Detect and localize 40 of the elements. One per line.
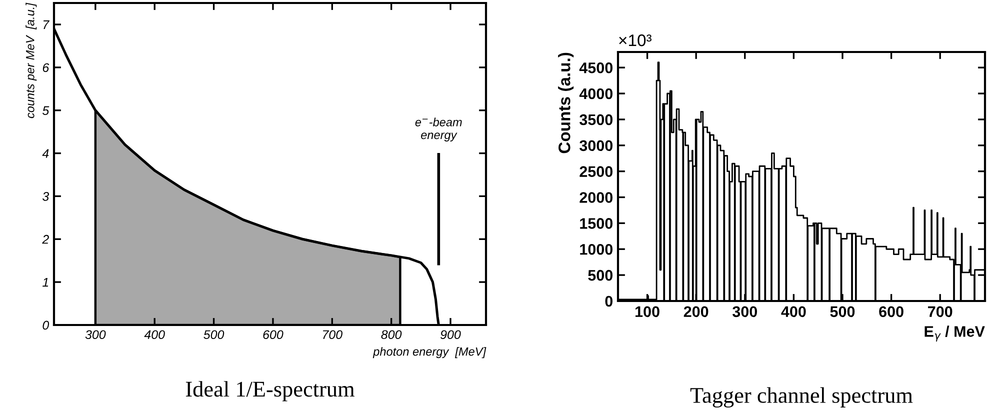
x-tick-label: 700 <box>928 306 952 318</box>
x-tick-label: 600 <box>879 306 904 318</box>
y-tick-label: 4 <box>42 149 49 158</box>
y-axis-title: counts per MeV [a.u.] <box>26 2 37 118</box>
y-tick-label: 0 <box>42 320 50 330</box>
x-tick-label: 300 <box>732 306 758 318</box>
y-tick-label: 6 <box>42 63 50 72</box>
x-tick-label: 600 <box>263 330 284 340</box>
x-axis-title: E$_{γ}$ / MeV <box>924 326 985 342</box>
x-axis-title: photon energy [MeV] <box>372 347 486 358</box>
x-tick-label: 500 <box>830 306 855 318</box>
x-tick-label: 800 <box>381 330 402 340</box>
x-tick-label: 400 <box>144 330 165 340</box>
y-tick-label: 2000 <box>580 192 613 203</box>
text: ×10³ <box>619 34 652 46</box>
y-tick-label: 500 <box>588 270 613 281</box>
y-tick-label: 2500 <box>580 166 613 177</box>
y-tick-label: 3500 <box>580 114 613 126</box>
x-tick-label: 700 <box>323 330 342 340</box>
y-tick-label: 5 <box>42 106 50 115</box>
x-tick-label: 200 <box>684 306 708 318</box>
x-tick-label: 100 <box>636 306 660 318</box>
y-tick-label: 1000 <box>580 244 613 255</box>
y-tick-label: 4500 <box>579 62 613 74</box>
text: Ideal 1/E-spectrum <box>186 381 354 402</box>
y-tick-label: 1 <box>42 278 48 287</box>
x-tick-label: 500 <box>204 330 224 340</box>
y-tick-label: 7 <box>43 20 50 29</box>
text: Tagger channel spectrum <box>690 387 913 408</box>
y-tick-label: 1500 <box>580 218 613 229</box>
y-tick-label: 3000 <box>580 140 613 152</box>
y-tick-label: 0 <box>605 296 613 307</box>
x-tick-label: 400 <box>781 306 806 318</box>
x-tick-label: 300 <box>85 330 106 340</box>
x-tick-label: 900 <box>440 330 461 340</box>
ref-line-label: e$^{−}$-beam energy <box>415 118 462 142</box>
y-tick-label: 3 <box>42 192 50 201</box>
y-tick-label: 2 <box>42 234 49 244</box>
y-axis-title: Counts (a.u.) <box>558 52 574 154</box>
y-tick-label: 4000 <box>579 88 613 100</box>
